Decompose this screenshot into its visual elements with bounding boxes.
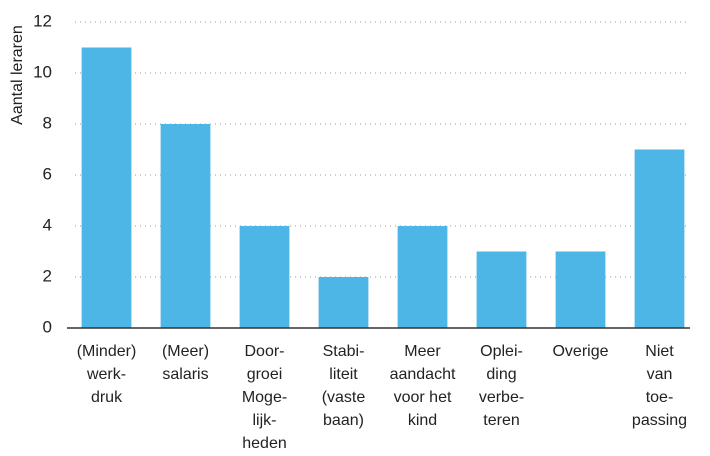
x-tick-label: heden — [242, 435, 287, 452]
x-tick-label: van — [647, 366, 673, 383]
x-tick-label: Moge- — [242, 389, 287, 406]
bar — [476, 251, 527, 328]
x-tick-label: salaris — [162, 366, 208, 383]
bar — [555, 251, 606, 328]
x-tick-label: Oplei- — [480, 343, 523, 360]
x-tick-label: (Minder) — [77, 343, 137, 360]
x-tick-label: druk — [91, 389, 123, 406]
x-tick-label: (Meer) — [162, 343, 209, 360]
y-tick-label: 4 — [43, 215, 52, 234]
y-tick-label: 12 — [33, 11, 52, 30]
y-axis-label: Aantal leraren — [9, 25, 26, 125]
bar — [397, 226, 448, 328]
x-tick-label: baan) — [323, 412, 364, 429]
x-tick-label: teren — [483, 412, 519, 429]
x-tick-label: voor het — [394, 389, 452, 406]
bar — [160, 124, 211, 328]
x-tick-label: passing — [632, 412, 687, 429]
x-tick-label: Niet — [645, 343, 674, 360]
x-tick-label: werk- — [86, 366, 126, 383]
x-tick-label: ding — [486, 366, 516, 383]
y-tick-label: 2 — [43, 266, 52, 285]
y-tick-label: 6 — [43, 164, 52, 183]
y-tick-label: 8 — [43, 113, 52, 132]
y-tick-label: 0 — [43, 317, 52, 336]
bar — [81, 47, 132, 328]
x-tick-label: (vaste — [322, 389, 366, 406]
y-tick-label: 10 — [33, 62, 52, 81]
x-tick-label: aandacht — [390, 366, 456, 383]
x-tick-label: Overige — [552, 343, 608, 360]
x-tick-label: verbe- — [479, 389, 524, 406]
x-tick-label: groei — [247, 366, 283, 383]
x-tick-label: toe- — [646, 389, 674, 406]
x-tick-label: lijk- — [253, 412, 277, 429]
x-tick-label: kind — [408, 412, 437, 429]
x-tick-label: Stabi- — [323, 343, 365, 360]
bar — [318, 277, 369, 328]
x-tick-label: liteit — [329, 366, 358, 383]
x-tick-label: Meer — [404, 343, 441, 360]
x-tick-label: Door- — [244, 343, 284, 360]
bar — [239, 226, 290, 328]
bar — [634, 149, 685, 328]
